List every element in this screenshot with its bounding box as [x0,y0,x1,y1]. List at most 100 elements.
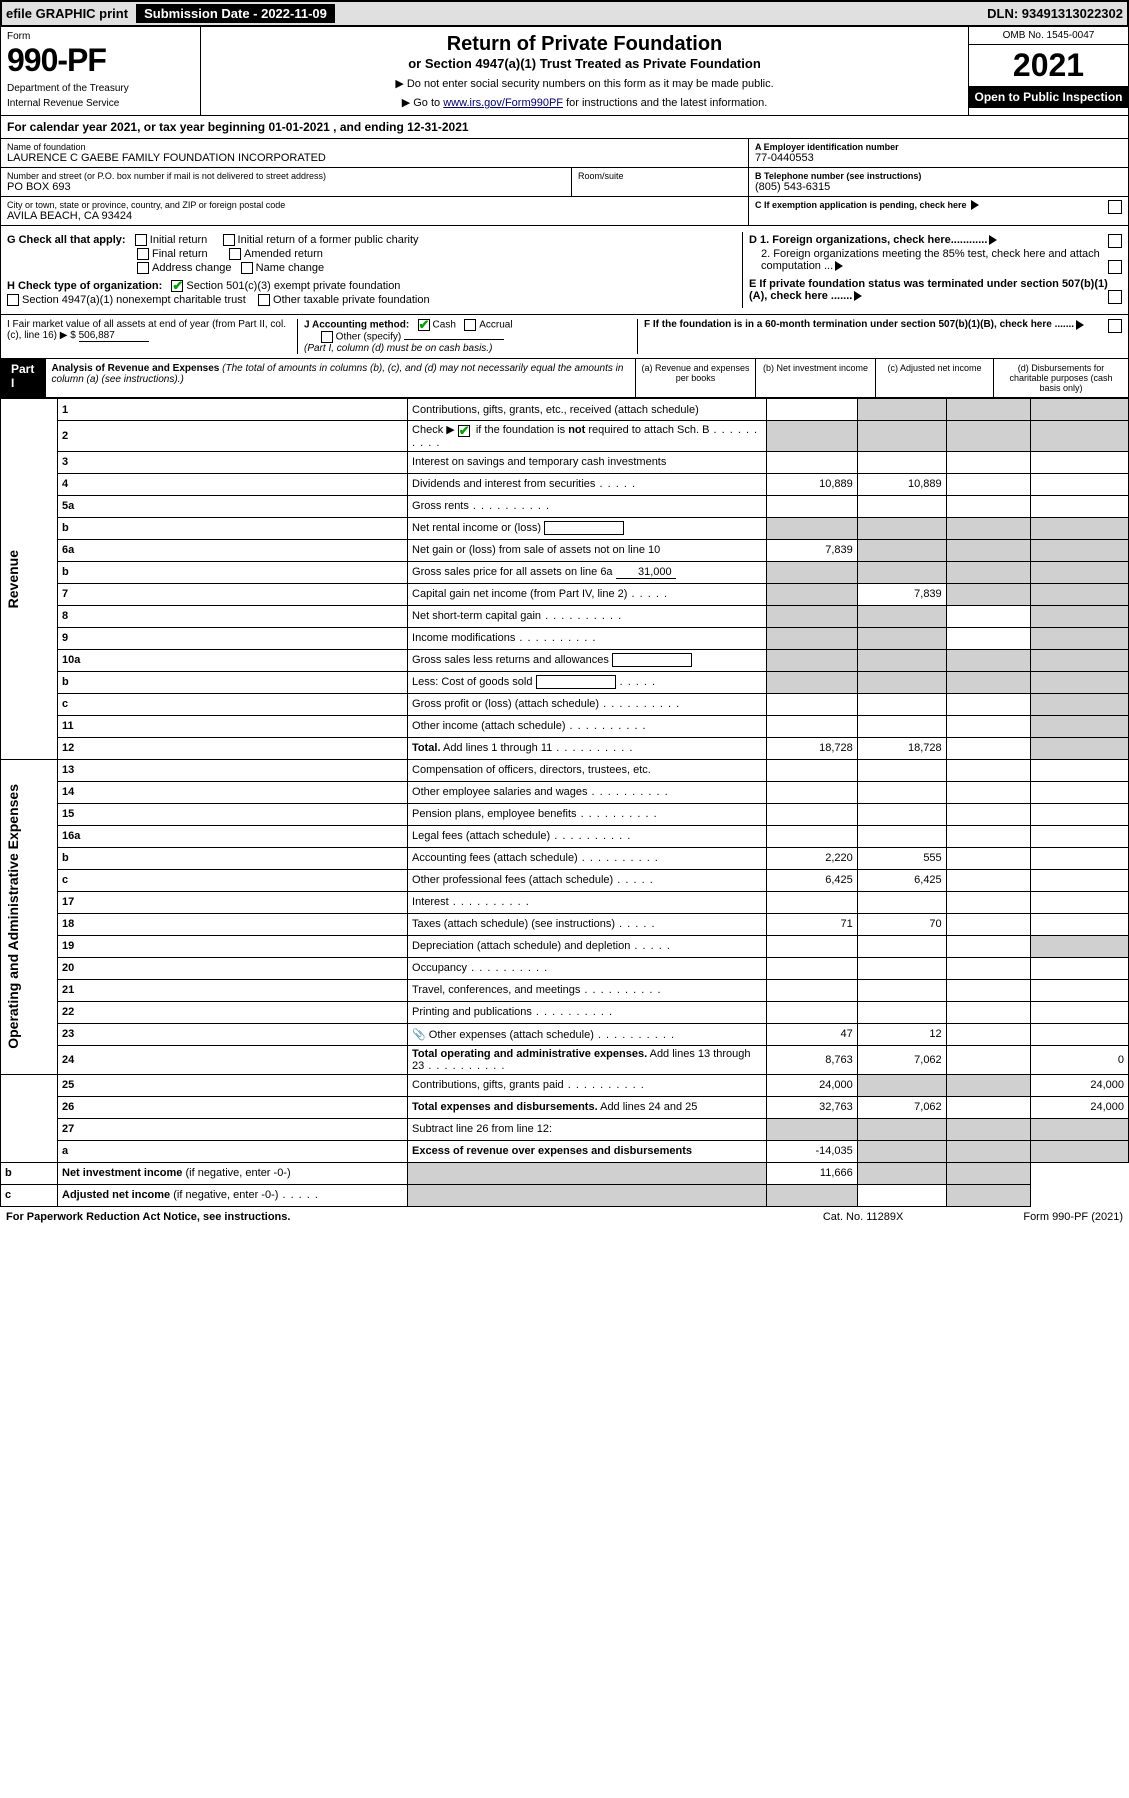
row-number: 21 [58,979,408,1001]
revenue-side-label: Revenue [5,550,21,608]
calendar-year-line: For calendar year 2021, or tax year begi… [0,116,1129,139]
table-row: 10aGross sales less returns and allowanc… [1,649,1129,671]
amt-c [946,759,1030,781]
cb-other-tax[interactable] [258,294,270,306]
amt-b [857,693,946,715]
cb-name-change[interactable] [241,262,253,274]
amt-d [1031,399,1129,421]
attachment-icon[interactable]: 📎 [412,1029,426,1041]
table-row: 7Capital gain net income (from Part IV, … [1,583,1129,605]
amt-d [1031,539,1129,561]
amt-c [946,649,1030,671]
row-desc: Total. Add lines 1 through 11 [408,737,767,759]
phone-label: B Telephone number (see instructions) [755,171,1122,181]
row-desc: Taxes (attach schedule) (see instruction… [408,913,767,935]
amt-d [1031,781,1129,803]
amt-b [857,1074,946,1096]
footer-left: For Paperwork Reduction Act Notice, see … [6,1211,290,1223]
amt-c [946,693,1030,715]
cb-other-method[interactable] [321,331,333,343]
cb-d1[interactable] [1108,234,1122,248]
amt-c [946,399,1030,421]
table-row: 24Total operating and administrative exp… [1,1045,1129,1074]
row-desc: 📎 Other expenses (attach schedule) [408,1023,767,1045]
cb-accrual[interactable] [464,319,476,331]
amt-d [1031,847,1129,869]
amt-b [857,1118,946,1140]
amt-c [946,913,1030,935]
row-desc: Occupancy [408,957,767,979]
row-number: 6a [58,539,408,561]
amt-c [946,1074,1030,1096]
amt-c [946,803,1030,825]
cb-cash[interactable] [418,319,430,331]
row-desc: Net rental income or (loss) [408,517,767,539]
amt-a: 10,889 [767,473,857,495]
arrow-icon [854,291,862,301]
sect-g-label: G Check all that apply: [7,234,126,246]
address: PO BOX 693 [7,181,742,193]
amt-b [857,891,946,913]
amt-d [1031,715,1129,737]
sect-c-checkbox[interactable] [1108,200,1122,214]
amt-b [857,451,946,473]
cb-amended[interactable] [229,248,241,260]
row-number: 27 [58,1118,408,1140]
table-row: 17Interest [1,891,1129,913]
table-row: cOther professional fees (attach schedul… [1,869,1129,891]
row-desc: Net investment income (if negative, ente… [58,1162,408,1184]
cb-e[interactable] [1108,290,1122,304]
amt-a: 24,000 [767,1074,857,1096]
cb-f[interactable] [1108,319,1122,333]
amt-a [767,715,857,737]
irs-link[interactable]: www.irs.gov/Form990PF [443,97,563,109]
cb-final[interactable] [137,248,149,260]
cb-initial[interactable] [135,234,147,246]
table-row: 6aNet gain or (loss) from sale of assets… [1,539,1129,561]
amt-a: 47 [767,1023,857,1045]
cb-d2[interactable] [1108,260,1122,274]
amt-b [857,671,946,693]
amt-b [857,759,946,781]
row-number: 16a [58,825,408,847]
row-number: 18 [58,913,408,935]
amt-a [767,399,857,421]
amt-d [1031,913,1129,935]
cb-addr-change[interactable] [137,262,149,274]
table-row: aExcess of revenue over expenses and dis… [1,1140,1129,1162]
form-title: Return of Private Foundation [207,33,962,56]
amt-a [767,891,857,913]
foundation-name: LAURENCE C GAEBE FAMILY FOUNDATION INCOR… [7,152,742,164]
amt-a [767,517,857,539]
row-number: 23 [58,1023,408,1045]
cb-4947[interactable] [7,294,19,306]
cb-sch-b[interactable] [458,425,470,437]
amt-a [767,803,857,825]
room-label: Room/suite [571,168,630,196]
amt-c [946,583,1030,605]
amt-d [1031,517,1129,539]
amt-c [946,1023,1030,1045]
amt-d [1031,495,1129,517]
row-desc: Other employee salaries and wages [408,781,767,803]
row-number: 7 [58,583,408,605]
amt-a [767,693,857,715]
amt-c [946,825,1030,847]
cb-initial-former[interactable] [223,234,235,246]
row-desc: Gross rents [408,495,767,517]
amt-d [1031,671,1129,693]
table-row: 19Depreciation (attach schedule) and dep… [1,935,1129,957]
amt-b [857,561,946,583]
amt-d [946,1184,1030,1206]
amt-a: 32,763 [767,1096,857,1118]
row-desc: Accounting fees (attach schedule) [408,847,767,869]
row-desc: Printing and publications [408,1001,767,1023]
table-row: 27Subtract line 26 from line 12: [1,1118,1129,1140]
amt-d [1031,605,1129,627]
row-desc: Excess of revenue over expenses and disb… [408,1140,767,1162]
cb-501c3[interactable] [171,280,183,292]
amt-c [946,561,1030,583]
amt-d [1031,825,1129,847]
expenses-side-label: Operating and Administrative Expenses [5,784,21,1049]
row-desc: Travel, conferences, and meetings [408,979,767,1001]
